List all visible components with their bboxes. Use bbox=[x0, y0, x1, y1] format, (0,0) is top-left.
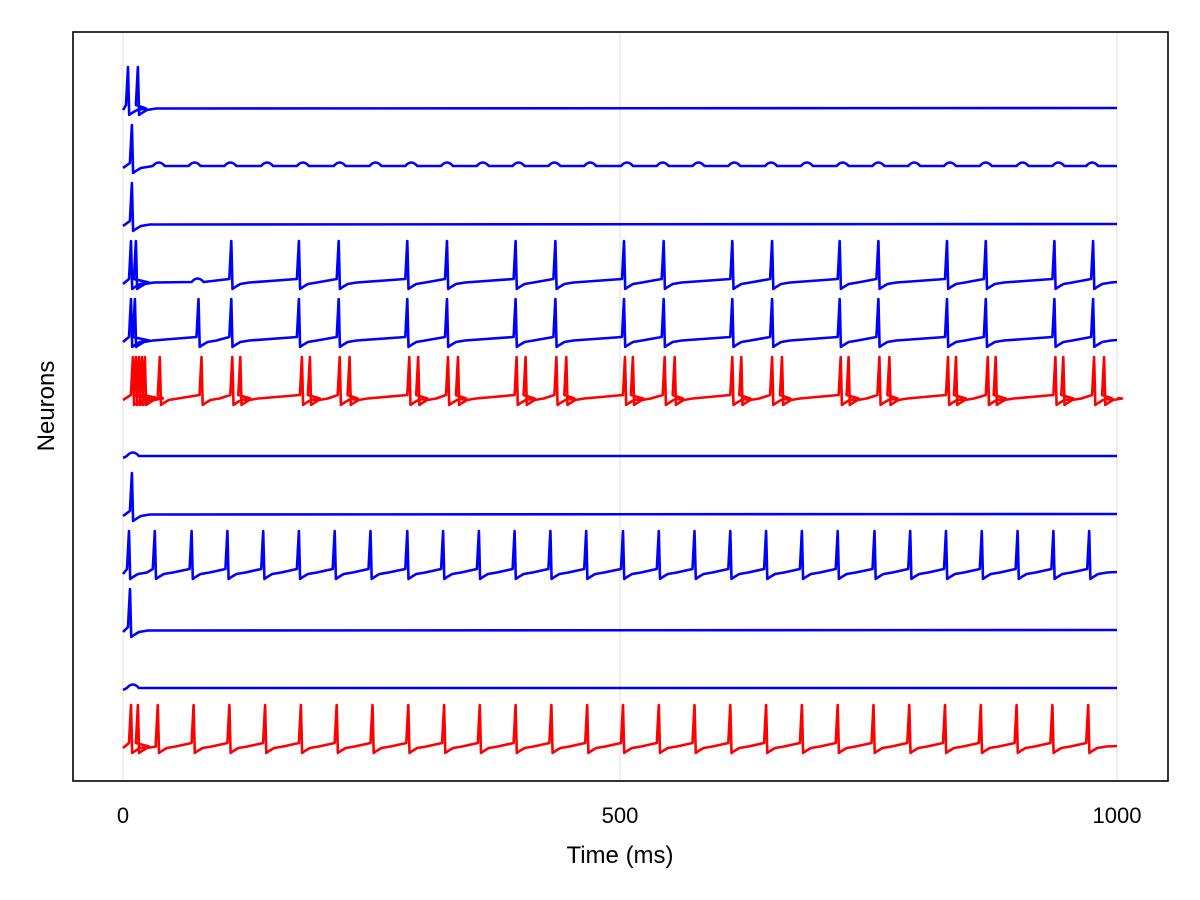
neuron-trace-4 bbox=[122, 239, 1118, 291]
neuron-trace-10 bbox=[122, 587, 1118, 639]
neuron-trace-12 bbox=[122, 703, 1118, 755]
x-tick-label: 500 bbox=[602, 803, 639, 828]
neuron-traces bbox=[121, 65, 1124, 755]
y-axis-label: Neurons bbox=[33, 361, 60, 452]
neuron-trace-11 bbox=[122, 683, 1117, 692]
neuron-trace-7 bbox=[122, 451, 1117, 460]
neuron-trace-2 bbox=[122, 123, 1117, 175]
x-tick-label: 0 bbox=[117, 803, 129, 828]
x-axis-label: Time (ms) bbox=[566, 842, 673, 869]
grid-lines bbox=[122, 33, 1118, 780]
x-axis-ticks: 0 500 1000 bbox=[117, 803, 1142, 828]
neuron-trace-5 bbox=[122, 297, 1118, 349]
x-tick-label: 1000 bbox=[1093, 803, 1142, 828]
neuron-trace-3 bbox=[122, 181, 1118, 233]
neuron-trace-6 bbox=[122, 355, 1124, 407]
plot-frame bbox=[72, 31, 1169, 782]
neuron-trace-1 bbox=[121, 65, 1118, 117]
neuron-trace-9 bbox=[121, 529, 1118, 581]
neuron-trace-8 bbox=[122, 471, 1118, 523]
